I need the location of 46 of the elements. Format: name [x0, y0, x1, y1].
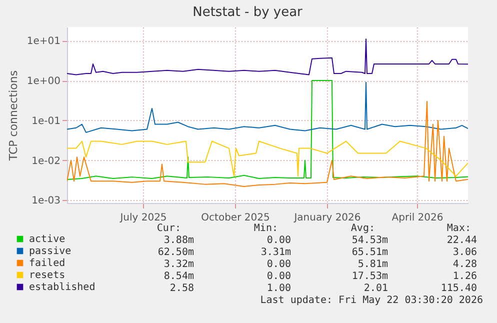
- line-series: [67, 140, 468, 177]
- text: 0.00: [266, 235, 291, 246]
- text: 65.51m: [352, 247, 388, 258]
- text: 0.00: [266, 259, 291, 270]
- text: 3.06: [452, 247, 477, 258]
- text: 8.54m: [164, 271, 194, 282]
- x-tick-label: July 2025: [119, 212, 167, 224]
- y-tick-label: 1e-03: [32, 196, 60, 207]
- line-series: [67, 82, 468, 133]
- chart-title: Netstat - by year: [192, 5, 304, 20]
- text: 3.32m: [164, 259, 194, 270]
- text: 115.40: [440, 283, 477, 294]
- text: Avg:: [350, 223, 375, 234]
- text: 62.50m: [158, 247, 194, 258]
- x-tick-label: April 2026: [392, 212, 444, 224]
- x-tick-label: January 2026: [293, 212, 361, 224]
- text: 3.31m: [260, 247, 291, 258]
- text: 2.01: [364, 283, 388, 294]
- text: 4.28: [452, 259, 477, 270]
- legend-label: active: [29, 234, 66, 245]
- text: 22.44: [446, 235, 477, 246]
- text: Cur:: [156, 223, 181, 234]
- text: Min:: [254, 223, 278, 234]
- legend-label: established: [29, 282, 96, 293]
- text: 2.58: [170, 283, 194, 294]
- text: Last update: Fri May 22 03:30:20 2026: [260, 295, 483, 306]
- text: Max:: [446, 223, 471, 234]
- line-series: [67, 80, 468, 180]
- text: 1.26: [452, 271, 477, 282]
- line-series: [67, 100, 468, 188]
- line-series: [67, 38, 468, 76]
- y-tick-label: 1e-01: [32, 116, 60, 127]
- text: 5.81m: [358, 259, 388, 270]
- legend-label: resets: [29, 270, 66, 281]
- y-tick-label: 1e-02: [32, 156, 60, 167]
- text: 1.00: [266, 283, 291, 294]
- legend-label: passive: [29, 246, 72, 257]
- text: 3.88m: [164, 235, 194, 246]
- y-axis-title: TCP connections: [6, 70, 20, 162]
- text: 17.53m: [352, 271, 388, 282]
- y-tick-label: 1e+00: [26, 76, 60, 88]
- text: 54.53m: [352, 235, 388, 246]
- x-tick-label: October 2025: [201, 212, 270, 224]
- text: 0.00: [266, 271, 291, 282]
- legend-label: failed: [29, 258, 66, 269]
- y-tick-label: 1e+01: [26, 36, 60, 48]
